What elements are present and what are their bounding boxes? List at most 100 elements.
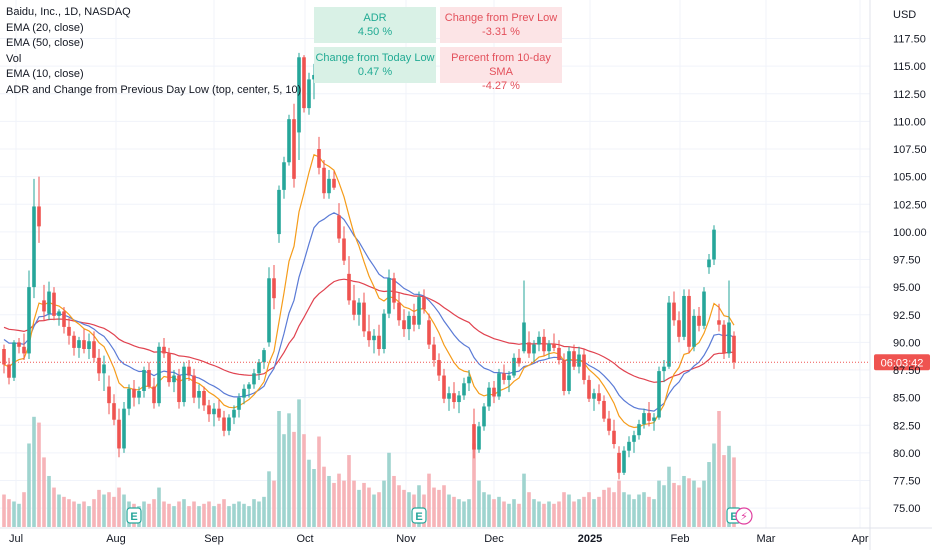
volume-bar bbox=[307, 459, 311, 527]
volume-bar bbox=[17, 503, 21, 527]
candle-body bbox=[517, 357, 521, 364]
candle-body bbox=[147, 370, 151, 387]
ema10-line bbox=[3, 153, 735, 429]
candle-body bbox=[92, 341, 96, 358]
candle-body bbox=[87, 341, 91, 350]
candle-body bbox=[697, 315, 701, 326]
legend-vol[interactable]: Vol bbox=[6, 52, 22, 65]
candle-body bbox=[12, 342, 16, 378]
earnings-marker[interactable] bbox=[411, 507, 427, 524]
volume-bar bbox=[162, 501, 166, 527]
candle-body bbox=[187, 366, 191, 376]
legend-adr-indicator[interactable]: ADR and Change from Previous Day Low (to… bbox=[6, 83, 302, 96]
adr-value: 4.50 % bbox=[357, 26, 393, 38]
volume-bar bbox=[497, 496, 501, 527]
volume-bar bbox=[572, 501, 576, 527]
candle-body bbox=[542, 336, 546, 352]
candle-body bbox=[232, 409, 236, 418]
candle-body bbox=[647, 413, 651, 421]
volume-bar bbox=[327, 475, 331, 527]
candle-body bbox=[612, 430, 616, 445]
volume-bar bbox=[252, 499, 256, 527]
legend-ema10[interactable]: EMA (10, close) bbox=[6, 68, 84, 80]
volume-bars bbox=[2, 399, 736, 527]
candle-body bbox=[222, 417, 226, 431]
candle-body bbox=[337, 215, 341, 239]
candle-body bbox=[557, 347, 561, 361]
x-tick-label: Mar bbox=[757, 533, 776, 545]
candle-body bbox=[52, 292, 56, 316]
candle-body bbox=[582, 354, 586, 380]
split-dividend-marker[interactable] bbox=[735, 507, 753, 525]
candle-body bbox=[482, 406, 486, 427]
candle-body bbox=[632, 435, 636, 442]
sma-value: -4.27 % bbox=[482, 80, 520, 92]
today-low-cell: Change from Today Low 0.47 % bbox=[314, 47, 436, 83]
candle-body bbox=[347, 273, 351, 301]
symbol-title[interactable]: Baidu, Inc., 1D, NASDAQ bbox=[6, 6, 131, 18]
candle-body bbox=[302, 57, 306, 109]
candle-body bbox=[282, 162, 286, 190]
candle-body bbox=[657, 371, 661, 418]
ema20-line bbox=[3, 212, 735, 412]
candle-body bbox=[62, 311, 66, 327]
volume-bar bbox=[602, 489, 606, 527]
candle-body bbox=[707, 259, 711, 268]
volume-bar bbox=[452, 496, 456, 527]
y-tick-label: 107.50 bbox=[893, 144, 927, 156]
volume-bar bbox=[442, 485, 446, 527]
volume-bar bbox=[662, 485, 666, 527]
candle-body bbox=[362, 302, 366, 332]
candle-body bbox=[717, 320, 721, 325]
volume-bar bbox=[347, 455, 351, 527]
candle-body bbox=[327, 178, 331, 194]
candle-body bbox=[592, 393, 596, 399]
candle-body bbox=[27, 287, 31, 354]
x-tick-label: Dec bbox=[484, 533, 504, 545]
event-markers: E E E ⚡ bbox=[126, 507, 753, 525]
candle-body bbox=[357, 302, 361, 315]
y-tick-label: 77.50 bbox=[893, 476, 921, 488]
candle-body bbox=[142, 370, 146, 391]
sma-label: Percent from 10-day SMA bbox=[451, 52, 551, 78]
earnings-marker[interactable] bbox=[126, 507, 142, 524]
volume-bar bbox=[217, 503, 221, 527]
prev-low-cell: Change from Prev Low -3.31 % bbox=[440, 7, 562, 43]
volume-bar bbox=[542, 503, 546, 527]
volume-bar bbox=[722, 455, 726, 527]
candle-body bbox=[682, 295, 686, 337]
candle-body bbox=[107, 386, 111, 404]
y-tick-label: 117.50 bbox=[893, 34, 926, 46]
volume-bar bbox=[12, 501, 16, 527]
candle-body bbox=[367, 331, 371, 341]
volume-bar bbox=[417, 485, 421, 527]
volume-bar bbox=[382, 480, 386, 527]
candle-body bbox=[502, 373, 506, 380]
countdown-badge[interactable] bbox=[874, 354, 930, 371]
volume-bar bbox=[227, 506, 231, 527]
volume-bar bbox=[632, 499, 636, 527]
candle-body bbox=[47, 291, 51, 314]
candle-body bbox=[112, 403, 116, 420]
volume-bar bbox=[392, 475, 396, 527]
volume-bar bbox=[637, 494, 641, 527]
candle-body bbox=[2, 349, 6, 365]
volume-bar bbox=[142, 501, 146, 527]
volume-bar bbox=[717, 411, 721, 527]
volume-bar bbox=[492, 499, 496, 527]
candle-body bbox=[512, 357, 516, 376]
volume-bar bbox=[97, 489, 101, 527]
currency-label[interactable]: USD bbox=[893, 9, 917, 21]
legend-ema20[interactable]: EMA (20, close) bbox=[6, 21, 84, 34]
prev-low-label: Change from Prev Low bbox=[444, 12, 558, 24]
volume-bar bbox=[152, 499, 156, 527]
volume-bar bbox=[682, 475, 686, 527]
candle-body bbox=[677, 320, 681, 337]
legend-ema50[interactable]: EMA (50, close) bbox=[6, 37, 84, 49]
volume-bar bbox=[387, 452, 391, 527]
volume-bar bbox=[187, 506, 191, 527]
candle-body bbox=[217, 408, 221, 418]
volume-bar bbox=[592, 499, 596, 527]
